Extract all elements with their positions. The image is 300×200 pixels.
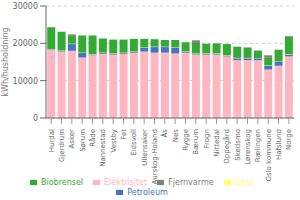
svg-text:Ås: Ås [160,129,169,138]
html-text:Gass: Gass [234,178,254,187]
html-text:Petroleum: Petroleum [127,188,168,197]
html-text:Elektrisitet: Elektrisitet [104,178,148,187]
svg-text:Vestby: Vestby [110,129,118,153]
svg-text:Skedsmo: Skedsmo [234,129,242,161]
svg-text:Rælingen: Rælingen [254,129,262,162]
svg-text:Oslo kommune: Oslo kommune [265,129,273,182]
svg-text:Lørenskog: Lørenskog [244,129,252,165]
html-text:Biobrensel: Biobrensel [41,178,84,187]
svg-text:30000: 30000 [13,2,38,11]
svg-text:20000: 20000 [13,39,38,48]
svg-text:Asker: Asker [68,129,76,149]
svg-text:Gjerdrum: Gjerdrum [58,129,66,162]
svg-text:Hurdal: Hurdal [48,129,56,152]
svg-text:10000: 10000 [13,77,38,86]
svg-text:Norge: Norge [285,129,292,150]
svg-text:Råde: Råde [88,129,97,147]
svg-text:Frogn: Frogn [203,129,211,148]
svg-text:Bærum: Bærum [192,129,200,155]
html-text:Fjernvarme: Fjernvarme [168,178,214,187]
svg-text:Oppegård: Oppegård [222,129,231,164]
svg-text:Rygge: Rygge [182,129,190,151]
svg-text:Nittedal: Nittedal [213,129,221,157]
svg-text:Aurskog-Holand: Aurskog-Holand [151,129,159,184]
svg-text:kWh/husholdning: kWh/husholdning [8,27,10,96]
svg-text:0: 0 [33,114,38,123]
svg-text:Sørum: Sørum [79,129,87,152]
svg-text:Ullensaker: Ullensaker [141,129,149,166]
svg-text:Nannestad: Nannestad [99,129,107,167]
svg-text:Hafslund: Hafslund [275,129,283,160]
svg-text:Eidsvoll: Eidsvoll [130,129,138,156]
svg-text:Fet: Fet [120,129,128,140]
svg-text:Nes: Nes [172,129,180,143]
